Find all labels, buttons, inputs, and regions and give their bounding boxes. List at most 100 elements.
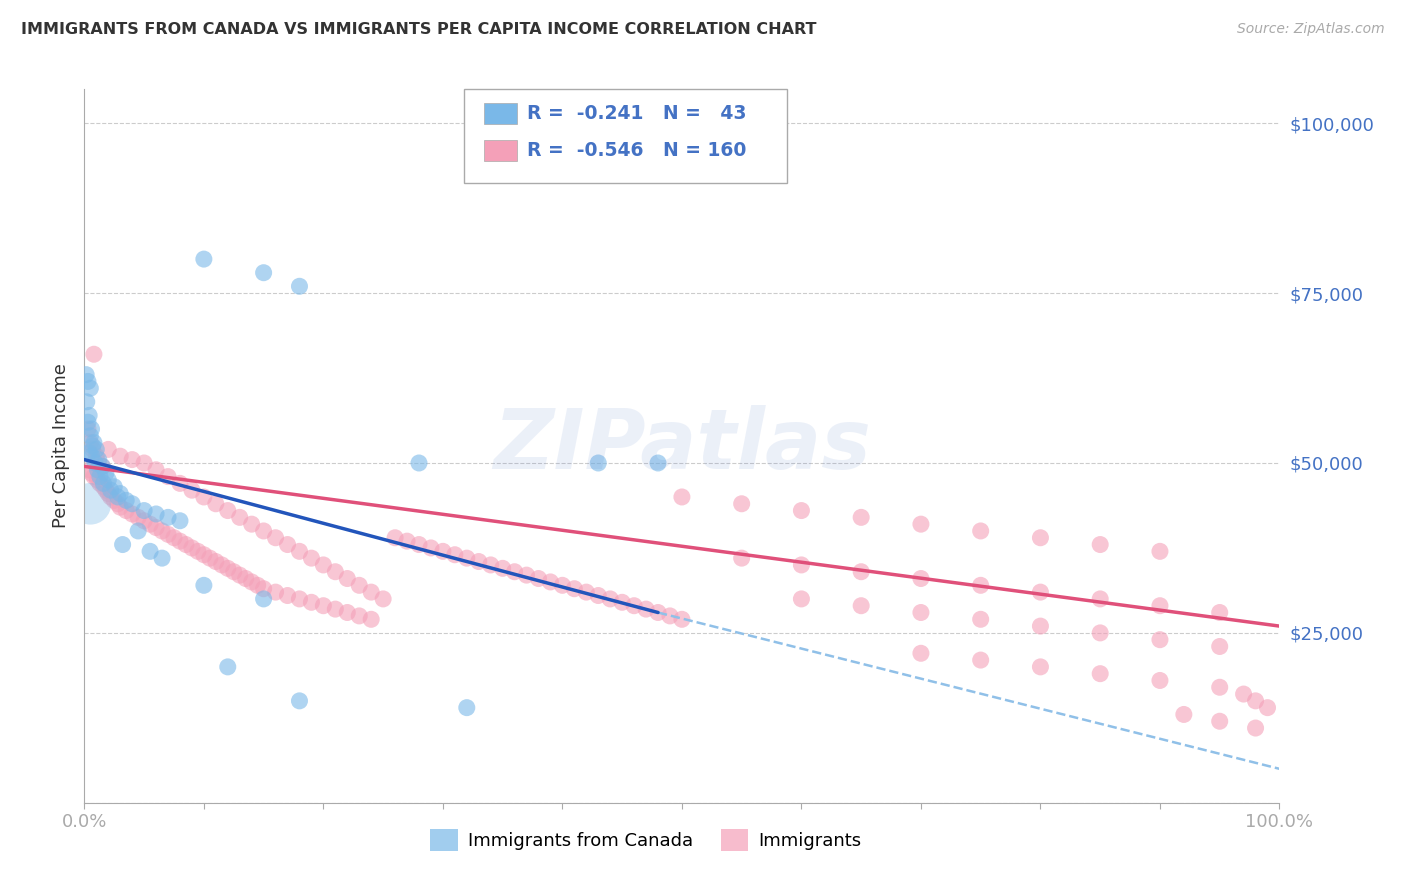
Point <box>516 568 538 582</box>
Point <box>1149 673 1171 688</box>
Point <box>253 582 276 596</box>
Point <box>100 483 122 498</box>
Point <box>1149 544 1171 558</box>
Point <box>86 473 108 487</box>
Point <box>910 572 932 586</box>
Point <box>1209 714 1232 729</box>
Point <box>83 469 105 483</box>
Point <box>110 500 132 515</box>
Point <box>150 524 173 538</box>
Point <box>1029 660 1052 674</box>
Point <box>851 510 873 524</box>
Point <box>910 606 932 620</box>
Point <box>312 599 335 613</box>
Text: IMMIGRANTS FROM CANADA VS IMMIGRANTS PER CAPITA INCOME CORRELATION CHART: IMMIGRANTS FROM CANADA VS IMMIGRANTS PER… <box>21 22 817 37</box>
Point <box>910 517 932 532</box>
Point <box>205 497 228 511</box>
Point <box>456 551 478 566</box>
Point <box>1029 531 1052 545</box>
Point <box>1173 707 1195 722</box>
Point <box>87 452 110 467</box>
Point <box>396 534 419 549</box>
Point <box>150 551 173 566</box>
Point <box>432 544 454 558</box>
Point <box>468 555 491 569</box>
Point <box>77 375 100 389</box>
Point <box>79 497 101 511</box>
Point <box>77 415 100 429</box>
Point <box>288 279 311 293</box>
Point <box>80 449 103 463</box>
Point <box>240 574 263 589</box>
Point <box>1149 599 1171 613</box>
Point <box>564 582 586 596</box>
Point <box>671 612 693 626</box>
Point <box>145 507 167 521</box>
Point <box>79 381 101 395</box>
Point <box>373 591 395 606</box>
Text: Source: ZipAtlas.com: Source: ZipAtlas.com <box>1237 22 1385 37</box>
Point <box>1090 626 1112 640</box>
Point <box>77 463 100 477</box>
Point <box>851 565 873 579</box>
Point <box>217 660 239 674</box>
Point <box>83 347 105 361</box>
Point <box>110 486 132 500</box>
Point <box>115 493 138 508</box>
Point <box>103 480 125 494</box>
Point <box>288 591 311 606</box>
Point <box>636 602 658 616</box>
Point <box>360 585 382 599</box>
Point <box>325 602 347 616</box>
Point <box>479 558 502 572</box>
Point <box>127 524 149 538</box>
Point <box>77 409 100 423</box>
Point <box>181 541 204 555</box>
Point <box>408 537 430 551</box>
Point <box>910 646 932 660</box>
Point <box>193 252 215 266</box>
Text: R =  -0.241   N =   43: R = -0.241 N = 43 <box>527 103 747 123</box>
Point <box>671 490 693 504</box>
Point <box>139 544 162 558</box>
Point <box>157 469 180 483</box>
Point <box>1244 721 1267 735</box>
Point <box>193 548 215 562</box>
Point <box>790 503 813 517</box>
Point <box>647 456 669 470</box>
Point <box>970 612 993 626</box>
Point <box>540 574 562 589</box>
Point <box>288 694 311 708</box>
Point <box>229 510 252 524</box>
Point <box>420 541 443 555</box>
Point <box>169 476 191 491</box>
Point <box>222 565 245 579</box>
Point <box>82 442 104 457</box>
Point <box>94 466 117 480</box>
Point <box>80 466 103 480</box>
Point <box>94 483 117 498</box>
Point <box>588 456 610 470</box>
Point <box>551 578 574 592</box>
Y-axis label: Per Capita Income: Per Capita Income <box>52 364 70 528</box>
Point <box>132 456 156 470</box>
Point <box>253 524 276 538</box>
Point <box>1090 666 1112 681</box>
Point <box>588 589 610 603</box>
Point <box>408 456 430 470</box>
Point <box>163 531 186 545</box>
Point <box>187 544 209 558</box>
Point <box>75 368 97 382</box>
Point <box>253 266 276 280</box>
Point <box>145 463 167 477</box>
Point <box>97 442 120 457</box>
Point <box>97 473 120 487</box>
Point <box>277 589 299 603</box>
Point <box>264 585 287 599</box>
Point <box>217 503 239 517</box>
Point <box>100 490 122 504</box>
Point <box>731 497 754 511</box>
Point <box>384 531 406 545</box>
Point <box>110 449 132 463</box>
Point <box>253 591 276 606</box>
